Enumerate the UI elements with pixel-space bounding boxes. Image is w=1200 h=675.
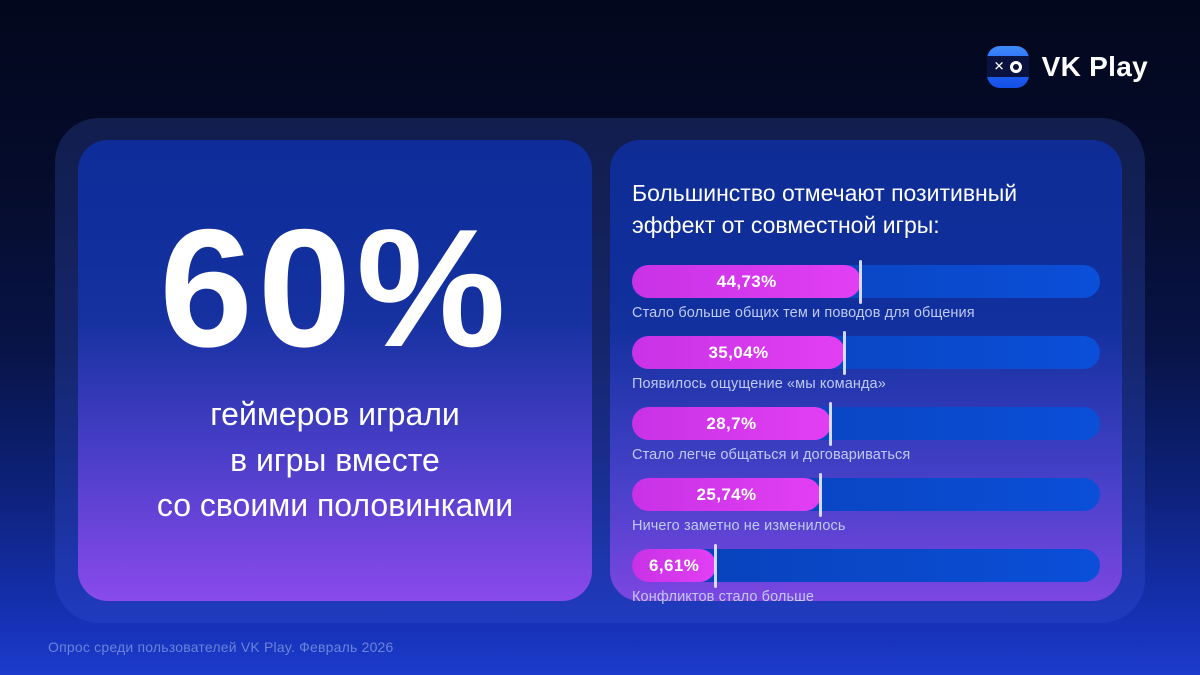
bar-category-label: Конфликтов стало больше <box>632 589 815 606</box>
bar-row: 25,74% Ничего заметно не изменилось <box>632 473 1100 535</box>
bar-category-label: Стало легче общаться и договариваться <box>632 447 911 464</box>
source-note: Опрос среди пользователей VK Play. Февра… <box>48 639 394 655</box>
bar-row: 28,7% Стало легче общаться и договариват… <box>632 402 1100 464</box>
stat-value: 60% <box>159 194 511 383</box>
bar-track: 44,73% <box>632 260 1100 305</box>
chart-title-line: эффект от совместной игры: <box>632 211 940 238</box>
stat-description-line: в игры вместе <box>230 441 440 478</box>
cards-panel: 60% геймеров играли в игры вместе со сво… <box>55 118 1145 623</box>
bar-divider <box>842 331 846 376</box>
bar-category-label: Появилось ощущение «мы команда» <box>632 376 886 393</box>
x-icon: ✕ <box>993 58 1005 74</box>
bar-fill: 25,74% <box>632 473 823 518</box>
vk-play-logo: ✕ VK Play <box>986 46 1148 88</box>
chart-card: Большинство отмечают позитивный эффект о… <box>610 140 1122 605</box>
bar-track: 28,7% <box>632 402 1100 447</box>
stat-card: 60% геймеров играли в игры вместе со сво… <box>78 140 592 601</box>
bar-row: 35,04% Появилось ощущение «мы команда» <box>632 331 1100 393</box>
bar-value-label: 44,73% <box>716 271 777 291</box>
chart-title-line: Большинство отмечают позитивный <box>632 180 1018 206</box>
brand-name: VK Play <box>1041 51 1148 82</box>
bar-value-label: 28,7% <box>706 413 757 433</box>
bar-track: 35,04% <box>632 331 1100 376</box>
bar-value-label: 6,61% <box>649 555 700 575</box>
bar-fill: 28,7% <box>632 402 832 447</box>
bar-fill: 44,73% <box>632 260 863 305</box>
bar-category-label: Ничего заметно не изменилось <box>632 518 846 535</box>
bar-track: 25,74% <box>632 473 1100 518</box>
stat-description-line: со своими половинками <box>156 487 514 524</box>
logo-xo-band: ✕ <box>986 56 1029 77</box>
bar-divider <box>819 473 823 518</box>
bar-track: 6,61% <box>632 544 1100 589</box>
bar-value-label: 35,04% <box>708 342 769 362</box>
bar-row: 6,61% Конфликтов стало больше <box>632 544 1100 606</box>
bar-category-label: Стало больше общих тем и поводов для общ… <box>632 305 975 322</box>
bar-divider <box>859 260 863 305</box>
bar-row: 44,73% Стало больше общих тем и поводов … <box>632 260 1100 322</box>
bar-value-label: 25,74% <box>696 484 757 504</box>
stat-description: геймеров играли в игры вместе со своими … <box>157 392 513 528</box>
bar-chart: 44,73% Стало больше общих тем и поводов … <box>632 260 1100 606</box>
chart-title: Большинство отмечают позитивный эффект о… <box>632 178 1100 241</box>
stat-description-line: геймеров играли <box>210 396 460 433</box>
vk-play-app-icon: ✕ <box>986 46 1029 88</box>
bar-divider <box>714 544 718 589</box>
bar-divider <box>828 402 832 447</box>
o-icon <box>1009 60 1022 73</box>
bar-fill: 6,61% <box>632 544 718 589</box>
bar-fill: 35,04% <box>632 331 846 376</box>
